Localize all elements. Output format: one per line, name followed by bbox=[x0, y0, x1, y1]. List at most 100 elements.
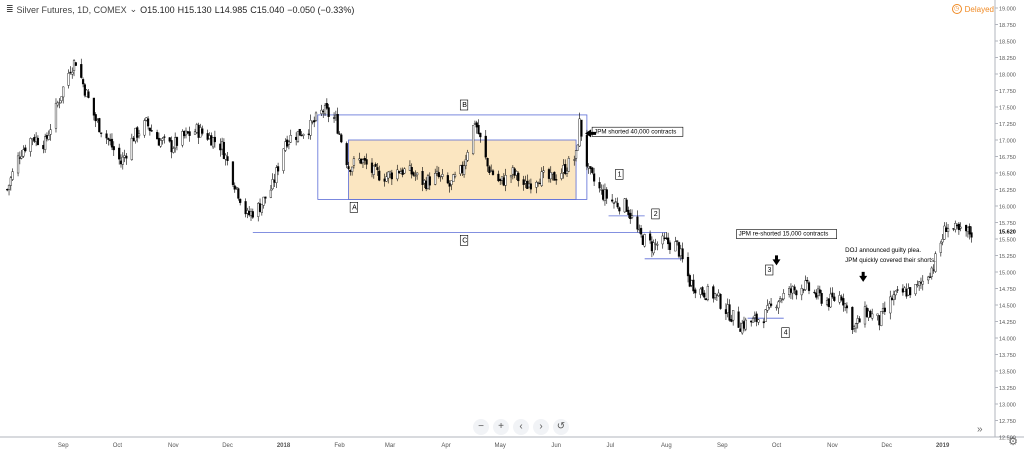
arrow-left-icon bbox=[585, 129, 597, 138]
candle-down bbox=[336, 113, 339, 134]
candle-down bbox=[639, 227, 643, 235]
candle-down bbox=[188, 131, 191, 136]
candle-down bbox=[36, 137, 40, 146]
candle-up bbox=[768, 303, 771, 308]
candle-up bbox=[260, 204, 263, 213]
candle-up bbox=[587, 166, 590, 169]
candle-down bbox=[300, 134, 303, 137]
candle-up bbox=[726, 304, 729, 313]
candle-up bbox=[939, 242, 942, 253]
annotation-box bbox=[781, 327, 790, 339]
candle-down bbox=[858, 318, 861, 323]
y-tick-label: 18.250 bbox=[999, 56, 1016, 62]
candle-up bbox=[462, 165, 466, 175]
candle-up bbox=[224, 154, 227, 160]
scroll-left-button[interactable]: ‹ bbox=[513, 419, 529, 435]
y-tick-label: 15.500 bbox=[999, 238, 1016, 244]
candle-down bbox=[80, 64, 83, 78]
candle-down bbox=[955, 224, 959, 227]
candle-up bbox=[67, 73, 70, 86]
candle-up bbox=[565, 170, 569, 174]
candle-down bbox=[486, 158, 489, 167]
reset-chart-button[interactable]: ↺ bbox=[553, 419, 569, 435]
candle-up bbox=[966, 227, 970, 232]
chevron-down-icon[interactable]: ⌄ bbox=[129, 4, 138, 14]
candle-down bbox=[593, 173, 596, 182]
gear-icon[interactable]: ⚙ bbox=[1008, 436, 1018, 448]
candle-up bbox=[500, 176, 504, 181]
candle-up bbox=[44, 136, 47, 150]
candle-down bbox=[327, 107, 330, 117]
zoom-in-button[interactable]: + bbox=[493, 419, 509, 435]
candle-up bbox=[751, 318, 755, 323]
candle-up bbox=[816, 288, 820, 296]
jump-to-latest-button[interactable]: » bbox=[977, 424, 983, 435]
candle-down bbox=[74, 62, 77, 66]
candle-up bbox=[551, 172, 554, 175]
candle-up bbox=[509, 175, 513, 178]
candle-up bbox=[943, 225, 946, 240]
candle-down bbox=[686, 257, 690, 277]
candle-up bbox=[351, 166, 354, 172]
annotation-label: 4 bbox=[784, 330, 788, 337]
candle-down bbox=[461, 164, 464, 173]
candle-up bbox=[35, 136, 38, 143]
candle-down bbox=[629, 212, 632, 220]
candle-up bbox=[892, 294, 895, 300]
candle-up bbox=[934, 253, 937, 272]
candle-up bbox=[706, 286, 709, 301]
candle-down bbox=[446, 175, 449, 184]
candle-down bbox=[827, 298, 830, 307]
annotation-label: DOJ announced guilty plea. bbox=[845, 247, 921, 254]
candle-down bbox=[755, 313, 758, 322]
candle-up bbox=[764, 309, 767, 322]
candle-down bbox=[109, 139, 112, 142]
candle-up bbox=[269, 189, 272, 198]
candle-down bbox=[865, 307, 868, 317]
candle-up bbox=[289, 135, 292, 143]
annotation-box bbox=[349, 202, 358, 213]
candle-down bbox=[136, 127, 139, 138]
zoom-out-button[interactable]: − bbox=[473, 419, 489, 435]
candle-down bbox=[33, 137, 36, 142]
candle-down bbox=[325, 103, 328, 109]
candle-up bbox=[825, 300, 829, 305]
annotation-box bbox=[459, 235, 469, 246]
candle-down bbox=[703, 292, 706, 298]
candle-up bbox=[72, 60, 76, 71]
x-tick-label: Aug bbox=[661, 443, 672, 449]
symbol-title[interactable]: Silver Futures, 1D, COMEX bbox=[16, 4, 127, 15]
candle-down bbox=[928, 276, 932, 278]
candle-down bbox=[648, 233, 652, 241]
candle-down bbox=[307, 133, 310, 135]
y-tick-label: 18.750 bbox=[999, 23, 1016, 29]
candle-down bbox=[742, 321, 746, 329]
candle-up bbox=[311, 121, 314, 123]
candle-up bbox=[549, 172, 552, 180]
candle-down bbox=[363, 158, 366, 161]
candle-up bbox=[361, 159, 365, 164]
candle-up bbox=[459, 165, 462, 175]
annotation-box bbox=[651, 208, 660, 220]
candle-up bbox=[854, 323, 858, 329]
scroll-right-button[interactable]: › bbox=[533, 419, 549, 435]
candle-down bbox=[477, 125, 480, 134]
ohlc-high: H15.130 bbox=[177, 4, 212, 15]
candle-up bbox=[753, 315, 756, 318]
candle-down bbox=[231, 161, 235, 185]
candle-up bbox=[515, 171, 518, 176]
candle-down bbox=[502, 177, 505, 186]
annotation-label: B bbox=[462, 102, 467, 109]
x-tick-label: Sep bbox=[717, 443, 728, 449]
candle-down bbox=[210, 135, 213, 146]
candle-down bbox=[112, 146, 115, 151]
annotation-label: C bbox=[462, 237, 467, 244]
candle-up bbox=[537, 182, 540, 184]
candle-down bbox=[42, 144, 45, 150]
candle-down bbox=[148, 127, 151, 131]
candle-down bbox=[370, 162, 374, 173]
candle-down bbox=[701, 287, 704, 295]
candle-up bbox=[741, 322, 744, 334]
y-tick-label: 15.250 bbox=[999, 254, 1016, 260]
